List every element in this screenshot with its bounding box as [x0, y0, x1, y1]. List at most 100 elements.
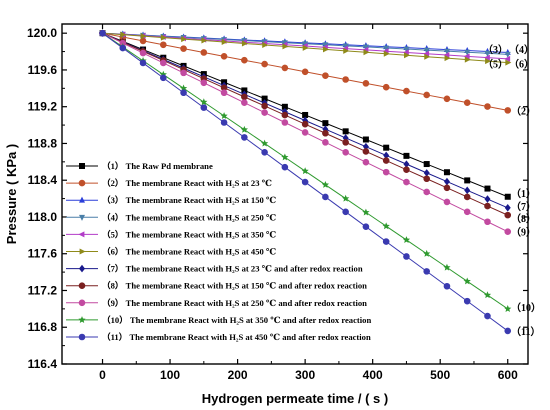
y-axis-label: Pressure ( KPa ) — [4, 144, 19, 244]
series-point — [321, 181, 330, 188]
series-point — [322, 72, 329, 79]
legend-entry-4: （4） The membrane React with H₂S at 250 ℃ — [66, 212, 276, 222]
legend-marker — [78, 231, 85, 238]
legend-marker — [79, 248, 86, 255]
series-point — [504, 228, 512, 235]
series-point — [241, 93, 248, 101]
series-11 — [99, 29, 512, 335]
series-point — [504, 193, 511, 200]
y-tick-label: 119.2 — [28, 100, 58, 114]
series-point — [281, 163, 289, 171]
series-point — [322, 46, 329, 53]
series-point — [362, 44, 369, 51]
series-point — [402, 236, 411, 244]
series-point — [342, 148, 349, 156]
series-point — [301, 167, 309, 175]
series-point — [322, 42, 329, 49]
x-tick-label: 200 — [228, 368, 248, 382]
series-point — [504, 211, 512, 219]
series-point — [322, 193, 329, 201]
series-point — [342, 194, 350, 202]
series-point — [180, 69, 187, 77]
legend-entry-11: （11） The membrane React with H₂S at 450 … — [66, 332, 371, 342]
series-point — [383, 151, 390, 160]
series-point — [281, 111, 289, 119]
legend-marker — [78, 179, 86, 187]
series-end-label-5: （5） — [483, 58, 508, 71]
series-end-label-8: （8） — [511, 212, 536, 225]
series-point — [179, 84, 188, 92]
series-point — [403, 166, 410, 173]
series-point — [322, 120, 329, 127]
series-point — [139, 49, 147, 57]
legend: （1） The Raw Pd membrane （2） The membrane … — [66, 161, 371, 342]
series-point — [383, 50, 390, 57]
series-point — [483, 291, 492, 299]
legend-entry-2: （2） The membrane React with H₂S at 23 ℃ — [66, 178, 272, 188]
series-point — [443, 184, 451, 192]
series-point — [342, 128, 349, 135]
series-end-label-7: （7） — [511, 200, 536, 213]
series-point — [343, 47, 350, 54]
legend-marker — [78, 299, 86, 307]
legend-marker — [78, 282, 86, 290]
series-point — [240, 125, 248, 133]
series-point — [423, 188, 430, 196]
series-point — [464, 177, 471, 184]
legend-label: （4） The membrane React with H₂S at 250 ℃ — [102, 212, 276, 222]
legend-entry-1: （1） The Raw Pd membrane — [66, 161, 213, 171]
series-point — [463, 99, 471, 106]
series-point — [382, 157, 390, 164]
series-point — [301, 129, 309, 136]
series-point — [443, 52, 450, 59]
y-tick-label: 117.6 — [28, 247, 58, 261]
series-point — [362, 208, 370, 216]
y-tick-label: 118.4 — [28, 173, 58, 187]
series-point — [382, 238, 390, 245]
series-point — [342, 208, 349, 216]
series-point — [443, 48, 450, 55]
series-point — [160, 41, 167, 49]
series-point — [180, 45, 187, 52]
series-point — [99, 29, 106, 37]
plot-frame — [61, 23, 529, 365]
x-axis-label: Hydrogen permeate time / ( s ) — [202, 391, 388, 406]
series-9 — [99, 29, 512, 235]
series-point — [464, 186, 471, 195]
series-point — [504, 55, 511, 62]
legend-label: （6） The membrane React with H₂S at 450 ℃ — [102, 247, 276, 257]
series-point — [362, 136, 369, 143]
series-point — [200, 49, 208, 56]
y-tick-label: 116.4 — [28, 357, 58, 371]
series-point — [484, 202, 491, 210]
series-point — [443, 169, 450, 176]
series-point — [362, 142, 369, 151]
y-tick-label: 118.8 — [28, 136, 58, 150]
series-point — [483, 54, 490, 61]
legend-entry-3: （3） The membrane React with H₂S at 150 ℃ — [66, 195, 276, 205]
legend-label: （5） The membrane React with H₂S at 350 ℃ — [102, 229, 276, 239]
x-tick-label: 400 — [363, 368, 383, 382]
series-point — [201, 37, 208, 44]
series-point — [301, 178, 309, 186]
series-point — [160, 74, 167, 82]
series-point — [404, 52, 411, 59]
legend-entry-7: （7） The membrane React with H₂S at 23 ℃ … — [66, 264, 363, 274]
series-point — [200, 104, 208, 111]
series-point — [383, 45, 390, 52]
series-point — [463, 277, 471, 285]
series-point — [423, 268, 430, 275]
series-point — [261, 95, 268, 102]
series-point — [403, 253, 410, 260]
series-end-label-6: （6） — [509, 58, 534, 71]
y-tick-label: 120.0 — [27, 26, 57, 40]
series-end-label-3: （3） — [483, 43, 508, 56]
series-point — [382, 83, 390, 91]
series-point — [120, 31, 127, 38]
series-point — [241, 40, 248, 47]
series-point — [260, 139, 269, 147]
series-point — [444, 55, 451, 62]
series-end-labels: （1） （2） （3） （4）（5） （6） （7）（8）（9） （10） （11） — [483, 43, 541, 338]
series-10 — [98, 29, 512, 312]
